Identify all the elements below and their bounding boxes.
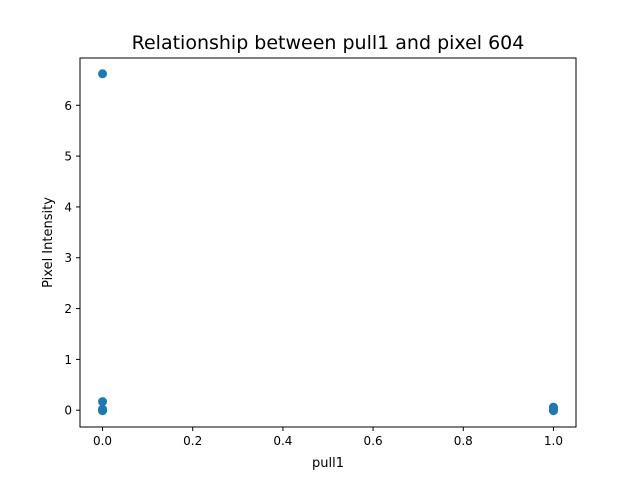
data-point [98,397,108,407]
y-tick-label: 4 [64,200,72,214]
x-tick-label: 0.6 [364,434,383,448]
x-tick-label: 0.2 [183,434,202,448]
data-point [548,406,558,416]
y-tick-label: 0 [64,404,72,418]
x-tick-label: 0.8 [454,434,473,448]
y-axis-ticks: 0 1 2 3 4 5 6 [64,99,80,418]
x-tick-label: 1.0 [544,434,563,448]
plot-area-frame [79,57,577,428]
x-tick-label: 0.0 [93,434,112,448]
y-tick-label: 1 [64,353,72,367]
x-axis-label: pull1 [312,456,344,471]
y-tick-label: 6 [64,99,72,113]
y-tick-label: 3 [64,251,72,265]
y-tick-label: 5 [64,150,72,164]
y-tick-label: 2 [64,302,72,316]
y-axis-label: Pixel Intensity [41,197,56,288]
x-tick-label: 0.4 [273,434,292,448]
data-point [98,69,108,79]
data-point [98,406,108,416]
data-points [98,69,558,416]
chart-title: Relationship between pull1 and pixel 604 [132,32,525,54]
x-axis-ticks: 0.0 0.2 0.4 0.6 0.8 1.0 [93,427,563,448]
